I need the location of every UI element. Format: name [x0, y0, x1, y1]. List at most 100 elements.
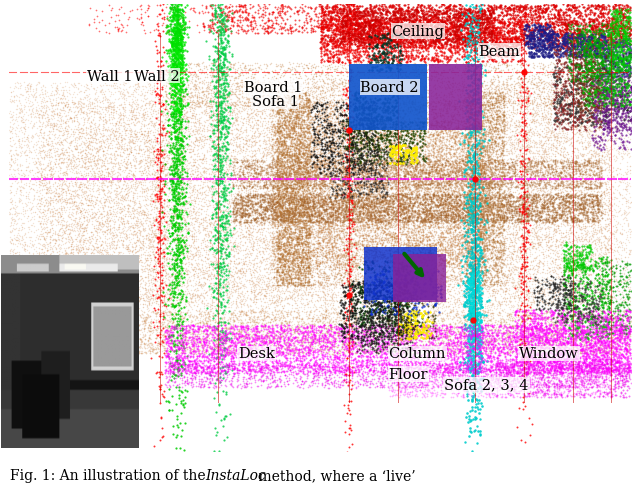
Point — [489, 211, 499, 219]
Point — [316, 104, 326, 112]
Point — [495, 319, 506, 327]
Point — [317, 111, 328, 119]
Point — [412, 349, 422, 357]
Point — [587, 313, 597, 321]
Point — [145, 137, 156, 145]
Point — [354, 248, 364, 256]
Point — [545, 31, 556, 39]
Point — [175, 47, 185, 55]
Point — [485, 141, 495, 149]
Point — [347, 267, 357, 275]
Point — [349, 327, 360, 335]
Point — [380, 324, 390, 332]
Point — [474, 189, 484, 197]
Point — [598, 141, 608, 149]
Point — [168, 40, 179, 48]
Point — [137, 185, 147, 193]
Point — [268, 208, 278, 216]
Point — [289, 159, 300, 167]
Point — [479, 259, 489, 267]
Point — [637, 100, 640, 108]
Point — [348, 248, 358, 256]
Point — [395, 174, 405, 182]
Point — [438, 258, 448, 266]
Point — [596, 155, 606, 163]
Point — [407, 171, 417, 179]
Point — [591, 259, 601, 267]
Point — [230, 322, 240, 330]
Point — [368, 142, 378, 150]
Point — [413, 270, 423, 278]
Point — [300, 164, 310, 172]
Point — [514, 40, 524, 48]
Point — [361, 197, 371, 205]
Point — [519, 390, 529, 398]
Point — [609, 52, 619, 60]
Point — [563, 362, 573, 370]
Point — [407, 368, 417, 376]
Point — [354, 323, 364, 331]
Point — [372, 229, 382, 237]
Point — [228, 213, 238, 221]
Point — [256, 327, 266, 335]
Point — [440, 286, 450, 294]
Point — [377, 124, 387, 132]
Point — [349, 149, 360, 157]
Point — [93, 292, 104, 300]
Point — [269, 297, 280, 305]
Point — [584, 67, 595, 75]
Point — [552, 325, 562, 333]
Point — [238, 333, 248, 341]
Point — [580, 26, 591, 34]
Point — [315, 148, 325, 156]
Point — [253, 357, 264, 365]
Point — [581, 236, 591, 244]
Point — [518, 383, 528, 391]
Point — [609, 352, 619, 360]
Point — [613, 350, 623, 358]
Point — [582, 118, 592, 126]
Point — [408, 38, 418, 46]
Point — [541, 51, 551, 59]
Point — [399, 223, 410, 231]
Point — [569, 211, 579, 219]
Point — [601, 356, 611, 364]
Point — [170, 227, 180, 235]
Point — [547, 238, 557, 246]
Point — [197, 347, 207, 355]
Point — [457, 372, 467, 380]
Point — [195, 343, 205, 351]
Point — [127, 262, 137, 270]
Point — [579, 84, 589, 92]
Point — [552, 175, 563, 183]
Point — [425, 26, 435, 34]
Point — [298, 206, 308, 214]
Point — [120, 313, 130, 321]
Point — [529, 129, 539, 137]
Point — [311, 104, 321, 112]
Point — [326, 159, 336, 167]
Point — [263, 216, 273, 224]
Point — [42, 172, 52, 180]
Point — [435, 256, 445, 264]
Point — [333, 200, 344, 208]
Point — [212, 259, 222, 267]
Point — [412, 327, 422, 335]
Point — [271, 248, 282, 256]
Point — [459, 219, 469, 227]
Point — [106, 7, 116, 15]
Point — [596, 338, 607, 346]
Point — [345, 425, 355, 433]
Point — [596, 228, 606, 236]
Point — [348, 143, 358, 151]
Point — [531, 271, 541, 279]
Point — [497, 42, 508, 50]
Point — [269, 347, 279, 355]
Point — [469, 176, 479, 184]
Point — [388, 144, 399, 152]
Point — [121, 176, 131, 184]
Point — [109, 122, 120, 130]
Point — [508, 99, 518, 107]
Point — [483, 181, 493, 189]
Point — [474, 277, 484, 285]
